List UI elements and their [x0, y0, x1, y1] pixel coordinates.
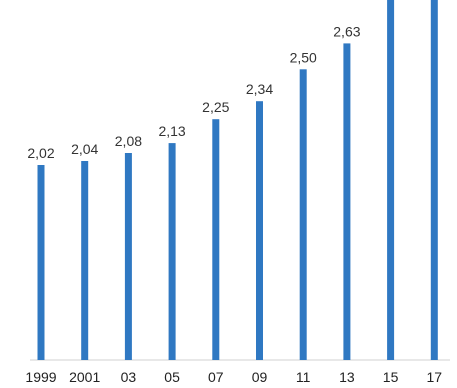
value-label-03: 2,08: [115, 133, 142, 149]
x-tick-label-11: 11: [296, 369, 311, 385]
bar-17: [430, 0, 438, 360]
bar-1999: [37, 165, 45, 360]
bar-11: [299, 69, 307, 361]
value-label-13: 2,63: [333, 23, 360, 39]
bars-group: [37, 0, 438, 361]
x-tick-label-13: 13: [339, 369, 355, 385]
bar-09: [256, 101, 263, 360]
x-tick-label-03: 03: [121, 369, 137, 385]
bar-05: [168, 143, 176, 360]
value-label-11: 2,50: [290, 49, 317, 65]
x-tick-label-05: 05: [164, 369, 180, 385]
x-tick-label-17: 17: [427, 369, 443, 385]
x-tick-label-09: 09: [252, 369, 268, 385]
bar-15: [387, 0, 395, 360]
bar-07: [212, 119, 220, 360]
value-label-07: 2,25: [202, 99, 229, 115]
bar-13: [343, 43, 351, 361]
x-tick-label-15: 15: [383, 369, 399, 385]
x-tick-labels-group: 1999 2001 03 05 07 09 11 13 15 17: [25, 369, 442, 385]
bar-03: [124, 153, 132, 360]
value-label-09: 2,34: [246, 81, 273, 97]
value-label-05: 2,13: [158, 123, 185, 139]
x-tick-label-1999: 1999: [25, 369, 56, 385]
bar-2001: [81, 161, 89, 360]
value-label-1999: 2,02: [27, 145, 54, 161]
value-label-2001: 2,04: [71, 141, 98, 157]
x-tick-label-2001: 2001: [69, 369, 100, 385]
value-labels-group: 2,022,042,082,132,252,342,502,632,863,41: [27, 23, 360, 161]
x-tick-label-07: 07: [208, 369, 224, 385]
